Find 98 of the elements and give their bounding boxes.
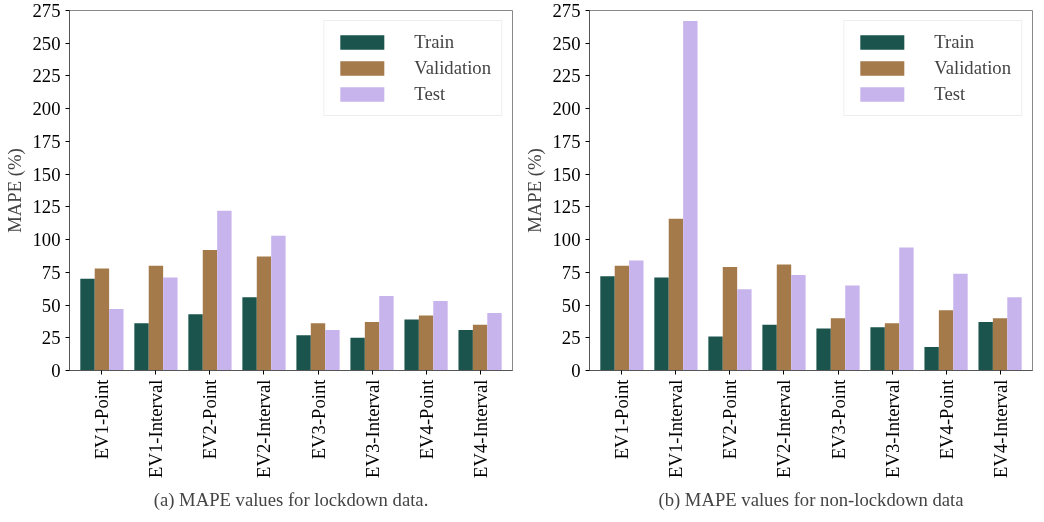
bar — [80, 278, 95, 371]
y-tick-label: 125 — [32, 196, 61, 218]
bar — [148, 265, 164, 371]
bar — [683, 20, 698, 371]
y-tick-label: 75 — [561, 261, 581, 283]
bar — [884, 323, 900, 371]
y-tick-label: 250 — [552, 32, 581, 54]
y-tick-label: 75 — [41, 261, 61, 283]
x-tick-label: EV1-Interval — [665, 379, 687, 478]
bar — [600, 276, 615, 371]
legend-label: Validation — [414, 57, 491, 79]
x-tick-label: EV4-Interval — [469, 379, 491, 478]
legend-label: Test — [934, 83, 966, 105]
x-tick-label: EV4-Point — [415, 378, 437, 460]
bar — [202, 250, 218, 371]
bar — [296, 335, 311, 371]
legend-label: Test — [414, 83, 446, 105]
bar — [350, 337, 365, 371]
bar — [325, 329, 340, 371]
y-tick-label: 275 — [552, 0, 581, 21]
bar — [978, 322, 993, 371]
x-tick-label: EV2-Interval — [253, 379, 275, 478]
y-tick-label: 175 — [32, 130, 61, 152]
x-tick-label: EV4-Point — [935, 378, 957, 460]
y-tick-label: 150 — [32, 163, 61, 185]
bar — [953, 273, 968, 371]
y-tick-label: 225 — [32, 65, 61, 87]
x-tick-label: EV2-Point — [719, 378, 741, 460]
bar — [791, 274, 806, 371]
bar — [109, 308, 124, 371]
bar — [870, 327, 885, 371]
bar — [379, 295, 394, 371]
bar — [472, 324, 488, 371]
y-tick-label: 125 — [552, 196, 581, 218]
y-tick-label: 175 — [552, 130, 581, 152]
legend-label: Train — [934, 31, 975, 53]
bar — [899, 247, 914, 371]
bar — [458, 329, 473, 371]
x-tick-label: EV2-Interval — [773, 379, 795, 478]
bar — [668, 218, 684, 371]
bar — [163, 277, 178, 371]
bar — [242, 297, 257, 371]
bar — [487, 312, 502, 371]
bar — [217, 210, 232, 371]
bar — [924, 346, 939, 371]
bar — [310, 323, 326, 371]
legend-label: Train — [414, 31, 455, 53]
x-tick-label: EV3-Point — [827, 378, 849, 460]
bar — [654, 277, 669, 371]
bar — [737, 289, 752, 371]
x-tick-label: EV1-Point — [91, 378, 113, 460]
bar — [776, 264, 792, 371]
y-axis-title: MAPE (%) — [523, 148, 546, 233]
bar — [992, 318, 1008, 371]
y-tick-label: 150 — [552, 163, 581, 185]
bar — [404, 319, 419, 371]
text: (b) MAPE values for non-lockdown data — [658, 488, 965, 511]
bar — [614, 265, 630, 371]
bar — [708, 336, 723, 371]
y-tick-label: 50 — [561, 294, 581, 316]
y-tick-label: 100 — [552, 229, 581, 251]
bar — [816, 328, 831, 371]
bar — [271, 235, 286, 371]
bar — [418, 315, 434, 371]
legend-label: Validation — [934, 57, 1011, 79]
bar — [188, 314, 203, 371]
bar — [722, 267, 738, 371]
x-tick-label: EV3-Interval — [881, 379, 903, 478]
y-tick-label: 25 — [561, 327, 581, 349]
text: (a) MAPE values for lockdown data. — [153, 488, 429, 511]
y-axis-title: MAPE (%) — [3, 148, 26, 233]
bar — [94, 268, 110, 371]
y-tick-label: 50 — [41, 294, 61, 316]
x-tick-label: EV3-Point — [307, 378, 329, 460]
x-tick-label: EV4-Interval — [989, 379, 1011, 478]
x-tick-label: EV3-Interval — [361, 379, 383, 478]
x-tick-label: EV1-Interval — [145, 379, 167, 478]
bar — [256, 256, 272, 371]
x-tick-label: EV1-Point — [611, 378, 633, 460]
bar — [433, 301, 448, 371]
bar — [762, 324, 777, 371]
bar — [1007, 297, 1022, 371]
bar — [938, 310, 954, 371]
bar — [134, 323, 149, 371]
y-tick-label: 100 — [32, 229, 61, 251]
bar — [845, 285, 860, 371]
y-tick-label: 200 — [552, 98, 581, 120]
bar — [830, 318, 846, 371]
x-tick-label: EV2-Point — [199, 378, 221, 460]
bar — [364, 322, 380, 371]
y-tick-label: 275 — [32, 0, 61, 21]
y-tick-label: 250 — [32, 32, 61, 54]
y-tick-label: 25 — [41, 327, 61, 349]
y-tick-label: 0 — [51, 360, 61, 381]
y-tick-label: 225 — [552, 65, 581, 87]
y-tick-label: 200 — [32, 98, 61, 120]
y-tick-label: 0 — [571, 360, 581, 381]
bar — [629, 260, 644, 371]
